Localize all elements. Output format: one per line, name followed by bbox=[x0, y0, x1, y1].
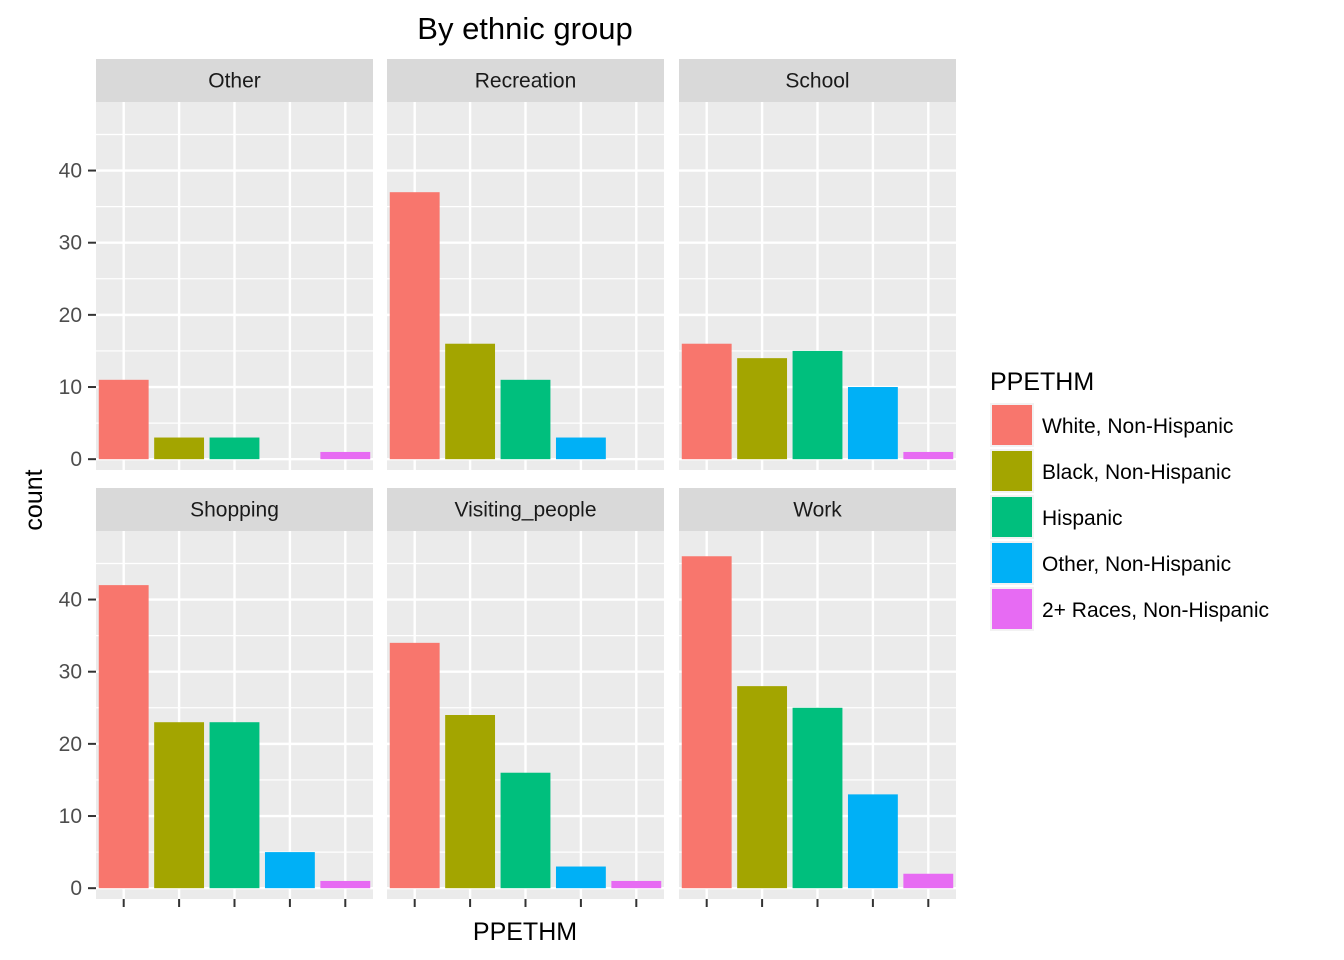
bar-recreation-2 bbox=[500, 379, 551, 460]
facet-panel-work: Work bbox=[679, 488, 956, 907]
y-tick-label: 20 bbox=[59, 304, 82, 327]
legend-item: 2+ Races, Non-Hispanic bbox=[990, 587, 1269, 631]
facet-strip bbox=[96, 59, 373, 102]
bar-recreation-1 bbox=[445, 343, 496, 460]
bar-work-1 bbox=[737, 686, 788, 889]
facet-strip-label: Other bbox=[208, 70, 261, 93]
y-tick-label: 30 bbox=[59, 232, 82, 255]
legend-title: PPETHM bbox=[990, 368, 1094, 396]
legend-item: Hispanic bbox=[990, 495, 1123, 539]
facet-strip-label: Work bbox=[793, 499, 842, 522]
legend-label: 2+ Races, Non-Hispanic bbox=[1042, 599, 1269, 622]
bar-visiting-people-1 bbox=[445, 715, 496, 889]
legend-label: Other, Non-Hispanic bbox=[1042, 553, 1231, 576]
legend-label: Hispanic bbox=[1042, 507, 1123, 530]
bar-shopping-3 bbox=[264, 852, 315, 889]
legend-swatch bbox=[992, 543, 1032, 583]
facet-strip-label: Visiting_people bbox=[454, 499, 596, 522]
y-tick-label: 0 bbox=[70, 448, 82, 471]
chart-title: By ethnic group bbox=[417, 11, 632, 46]
y-tick-label: 20 bbox=[59, 733, 82, 756]
bar-other-1 bbox=[154, 437, 205, 460]
bar-school-1 bbox=[737, 358, 788, 460]
bar-recreation-3 bbox=[555, 437, 606, 460]
bar-school-3 bbox=[847, 387, 898, 460]
y-axis-label: count bbox=[20, 469, 48, 530]
bar-work-2 bbox=[792, 707, 843, 889]
facet-strip bbox=[387, 488, 664, 531]
legend-swatch bbox=[992, 589, 1032, 629]
facet-strip-label: School bbox=[785, 70, 849, 93]
legend-label: Black, Non-Hispanic bbox=[1042, 461, 1231, 484]
legend-item: Black, Non-Hispanic bbox=[990, 449, 1231, 493]
bar-visiting-people-2 bbox=[500, 772, 551, 889]
facet-panel-school: School bbox=[679, 59, 956, 470]
y-tick-label: 40 bbox=[59, 589, 82, 612]
bar-school-2 bbox=[792, 350, 843, 460]
bar-other-2 bbox=[209, 437, 260, 460]
facet-strip bbox=[387, 59, 664, 102]
bar-work-0 bbox=[681, 556, 732, 889]
y-tick-label: 10 bbox=[59, 805, 82, 828]
facet-strip-label: Recreation bbox=[475, 70, 577, 93]
facet-strip bbox=[96, 488, 373, 531]
y-tick-label: 30 bbox=[59, 661, 82, 684]
legend: PPETHM White, Non-Hispanic Black, Non-His… bbox=[990, 368, 1269, 631]
facet-strip bbox=[679, 488, 956, 531]
facet-panel-shopping: Shopping 0 10 20 30 40 bbox=[59, 488, 373, 907]
y-tick-label: 40 bbox=[59, 160, 82, 183]
bar-other-0 bbox=[98, 379, 149, 460]
bar-visiting-people-3 bbox=[555, 866, 606, 889]
bar-shopping-0 bbox=[98, 585, 149, 889]
y-tick-label: 0 bbox=[70, 877, 82, 900]
facet-panel-other: Other 0 10 20 30 40 bbox=[59, 59, 373, 471]
legend-swatch bbox=[992, 451, 1032, 491]
bar-work-4 bbox=[903, 873, 954, 889]
bar-shopping-4 bbox=[320, 880, 371, 889]
legend-item: White, Non-Hispanic bbox=[990, 403, 1233, 447]
bar-recreation-0 bbox=[389, 192, 440, 460]
bar-work-3 bbox=[847, 794, 898, 889]
x-axis-label: PPETHM bbox=[473, 918, 577, 946]
bar-school-4 bbox=[903, 451, 954, 460]
facet-strip-label: Shopping bbox=[190, 499, 279, 522]
legend-swatch bbox=[992, 405, 1032, 445]
bar-visiting-people-4 bbox=[611, 880, 662, 889]
facet-panel-visiting-people: Visiting_people bbox=[387, 488, 664, 907]
legend-item: Other, Non-Hispanic bbox=[990, 541, 1231, 585]
bar-visiting-people-0 bbox=[389, 642, 440, 889]
bar-shopping-1 bbox=[154, 722, 205, 889]
bar-other-4 bbox=[320, 451, 371, 460]
y-tick-label: 10 bbox=[59, 376, 82, 399]
bar-school-0 bbox=[681, 343, 732, 460]
bar-shopping-2 bbox=[209, 722, 260, 889]
facet-strip bbox=[679, 59, 956, 102]
legend-swatch bbox=[992, 497, 1032, 537]
facet-panels: Other 0 10 20 30 40 Recreation School Shopping 0 1… bbox=[59, 59, 956, 907]
legend-label: White, Non-Hispanic bbox=[1042, 415, 1233, 438]
facet-panel-recreation: Recreation bbox=[387, 59, 664, 470]
